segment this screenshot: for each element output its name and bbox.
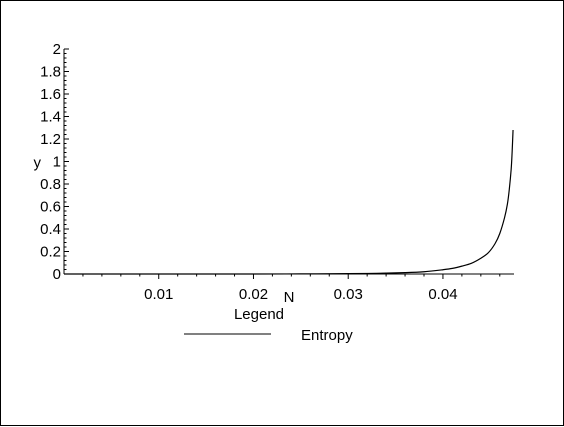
y-axis-title: y	[34, 155, 42, 172]
y-ticks: 0 0.2 0.4 0.6 0.8 1 1.2 1.4 1.6 1.8 2	[40, 41, 69, 283]
y-tick-label: 0.8	[40, 176, 61, 193]
x-tick-label: 0.03	[334, 286, 363, 303]
y-tick-label: 1.4	[40, 109, 61, 126]
y-tick-label: 0.4	[40, 221, 61, 238]
y-tick-label: 1	[53, 154, 61, 171]
y-tick-label: 2	[53, 41, 61, 58]
y-tick-label: 1.2	[40, 131, 61, 148]
legend: Legend Entropy	[184, 306, 353, 344]
y-tick-label: 0	[53, 266, 61, 283]
y-tick-label: 0.6	[40, 199, 61, 216]
series-line-entropy	[64, 129, 514, 275]
y-tick-label: 1.6	[40, 86, 61, 103]
legend-title: Legend	[234, 306, 284, 323]
y-tick-label: 1.8	[40, 64, 61, 81]
x-tick-label: 0.04	[428, 286, 457, 303]
x-axis-title: N	[284, 289, 295, 306]
y-tick-label: 0.2	[40, 244, 61, 261]
series-group	[64, 129, 514, 275]
x-ticks: 0.01 0.02 0.03 0.04	[82, 274, 501, 303]
x-tick-label: 0.01	[144, 286, 173, 303]
legend-label-entropy: Entropy	[301, 327, 353, 344]
x-tick-label: 0.02	[239, 286, 268, 303]
